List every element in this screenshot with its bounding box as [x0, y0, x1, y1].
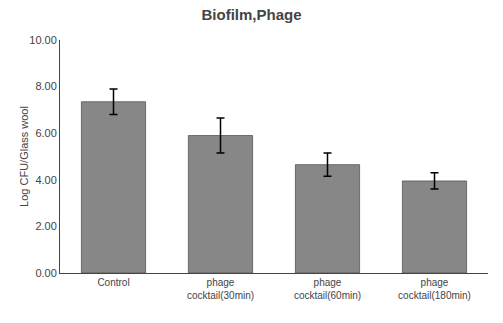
svg-text:10.00: 10.00: [29, 34, 57, 46]
svg-text:4.00: 4.00: [35, 174, 56, 186]
svg-text:Log CFU/Glass wool: Log CFU/Glass wool: [18, 106, 30, 207]
svg-text:phagecocktail(30min): phagecocktail(30min): [187, 277, 254, 301]
svg-text:2.00: 2.00: [35, 220, 56, 232]
svg-text:0.00: 0.00: [35, 267, 56, 279]
svg-text:Control: Control: [97, 277, 129, 288]
svg-text:phagecocktail(180min): phagecocktail(180min): [398, 277, 471, 301]
svg-text:phagecocktail(60min): phagecocktail(60min): [294, 277, 361, 301]
svg-text:Biofilm,Phage: Biofilm,Phage: [201, 6, 301, 23]
svg-text:6.00: 6.00: [35, 127, 56, 139]
svg-text:8.00: 8.00: [35, 80, 56, 92]
